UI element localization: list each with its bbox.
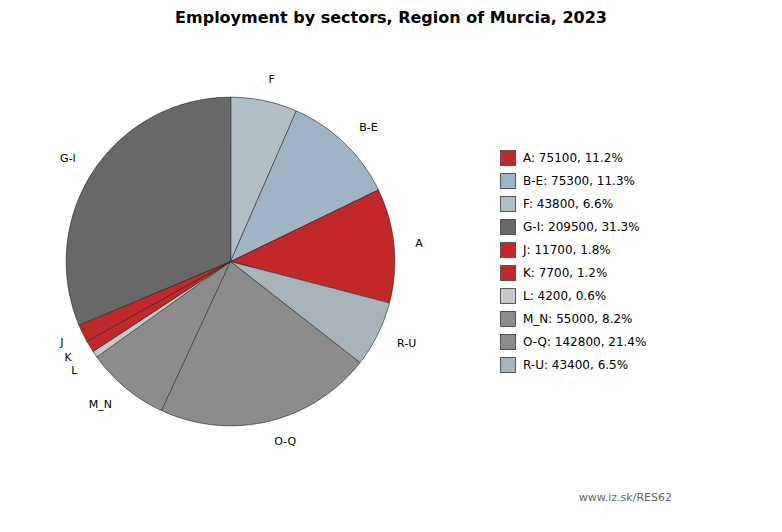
svg-text:G-I: G-I	[60, 152, 76, 165]
html-text:Employment by sectors, Region: Employment by sectors, Region of Murcia,…	[175, 8, 607, 27]
html-text:F: 43800, 6.6%: F: 43800, 6.6%	[523, 196, 614, 211]
svg-text:O-Q: O-Q	[274, 435, 296, 448]
svg-text:J: J	[59, 336, 63, 349]
html-text:J: 11700, 1.8%: J: 11700, 1.8%	[523, 242, 611, 257]
html-text:K: 7700, 1.2%: K: 7700, 1.2%	[523, 265, 608, 280]
svg-text:A: A	[415, 237, 423, 250]
svg-text:F: F	[268, 73, 274, 86]
svg-text:R-U: R-U	[397, 337, 416, 350]
html-text:A: 75100, 11.2%: A: 75100, 11.2%	[523, 150, 623, 165]
svg-text:K: K	[64, 351, 72, 364]
html-text:www.iz.sk/RES62: www.iz.sk/RES62	[578, 491, 672, 504]
html-text:O-Q: 142800, 21.4%: O-Q: 142800, 21.4%	[523, 334, 647, 349]
html-text:L: 4200, 0.6%: L: 4200, 0.6%	[523, 288, 607, 303]
svg-text:M_N: M_N	[89, 398, 112, 411]
html-text:G-I: 209500, 31.3%: G-I: 209500, 31.3%	[523, 219, 640, 234]
svg-text:B-E: B-E	[359, 121, 378, 134]
html-text:M_N: 55000, 8.2%: M_N: 55000, 8.2%	[523, 311, 633, 326]
html-text:B-E: 75300, 11.3%: B-E: 75300, 11.3%	[523, 173, 635, 188]
svg-text:L: L	[71, 364, 78, 377]
html-text:R-U: 43400, 6.5%: R-U: 43400, 6.5%	[523, 357, 629, 372]
